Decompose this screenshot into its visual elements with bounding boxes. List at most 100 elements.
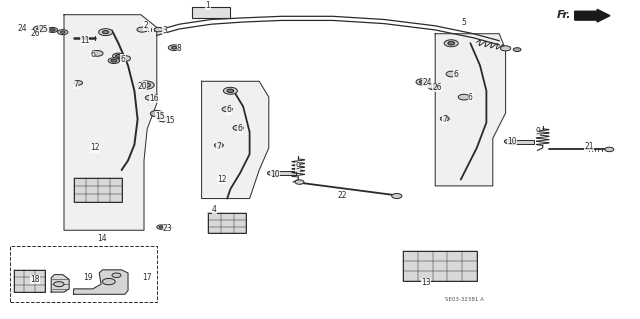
Circle shape xyxy=(33,26,46,32)
Circle shape xyxy=(58,30,68,35)
Text: SE03-32381 A: SE03-32381 A xyxy=(445,298,483,302)
Circle shape xyxy=(74,81,83,85)
Polygon shape xyxy=(74,270,128,294)
Text: 7: 7 xyxy=(442,115,447,124)
Circle shape xyxy=(513,48,521,51)
Text: 1: 1 xyxy=(205,1,211,10)
Circle shape xyxy=(392,194,402,198)
Circle shape xyxy=(605,147,614,152)
Bar xyxy=(10,246,157,301)
Circle shape xyxy=(99,29,113,36)
Circle shape xyxy=(448,42,454,45)
Circle shape xyxy=(102,278,115,285)
Circle shape xyxy=(504,139,513,144)
Text: 20: 20 xyxy=(137,82,147,91)
Circle shape xyxy=(233,125,243,130)
Circle shape xyxy=(138,81,154,89)
Circle shape xyxy=(113,53,124,59)
Text: 6: 6 xyxy=(453,70,458,79)
Text: 6: 6 xyxy=(227,105,232,114)
Circle shape xyxy=(145,95,156,100)
Circle shape xyxy=(223,87,237,94)
Circle shape xyxy=(428,84,440,90)
Text: 6: 6 xyxy=(120,55,125,63)
Text: 7: 7 xyxy=(73,80,78,89)
Polygon shape xyxy=(64,15,157,230)
Text: 12: 12 xyxy=(218,175,227,184)
Circle shape xyxy=(227,89,234,93)
Circle shape xyxy=(420,80,426,83)
Polygon shape xyxy=(435,34,506,186)
Circle shape xyxy=(157,225,166,229)
Text: 3: 3 xyxy=(162,26,167,35)
Circle shape xyxy=(154,27,163,32)
Circle shape xyxy=(50,29,55,31)
Circle shape xyxy=(440,116,449,121)
Circle shape xyxy=(227,89,234,93)
Text: 7: 7 xyxy=(216,142,221,151)
Bar xyxy=(74,178,122,202)
Circle shape xyxy=(54,282,64,287)
Text: 22: 22 xyxy=(338,191,347,200)
Circle shape xyxy=(172,46,177,49)
Text: 21: 21 xyxy=(584,142,593,151)
Text: 11: 11 xyxy=(80,36,89,45)
Bar xyxy=(272,171,296,175)
Circle shape xyxy=(141,83,150,87)
Text: 15: 15 xyxy=(164,116,175,125)
Text: 18: 18 xyxy=(31,275,40,284)
Circle shape xyxy=(36,27,42,30)
Text: 25: 25 xyxy=(38,26,49,34)
Circle shape xyxy=(137,27,147,32)
Circle shape xyxy=(446,71,458,77)
Bar xyxy=(403,251,477,281)
Circle shape xyxy=(500,46,511,51)
Polygon shape xyxy=(51,275,69,292)
Text: 15: 15 xyxy=(155,112,165,121)
Text: Fr.: Fr. xyxy=(557,10,572,20)
Text: 5: 5 xyxy=(461,18,467,27)
Circle shape xyxy=(92,50,103,56)
Circle shape xyxy=(108,58,120,63)
Circle shape xyxy=(214,143,223,147)
Text: 24: 24 xyxy=(422,78,433,87)
Polygon shape xyxy=(202,81,269,198)
Text: 6: 6 xyxy=(90,50,95,59)
Text: 26: 26 xyxy=(432,83,442,92)
Text: 2: 2 xyxy=(143,21,148,30)
Text: 9: 9 xyxy=(295,162,300,171)
Circle shape xyxy=(458,94,470,100)
Circle shape xyxy=(222,107,232,112)
Text: 4: 4 xyxy=(212,205,217,214)
Circle shape xyxy=(168,45,180,50)
Bar xyxy=(509,140,534,144)
Circle shape xyxy=(268,171,276,175)
Text: 12: 12 xyxy=(90,143,99,152)
Circle shape xyxy=(295,180,304,184)
Text: 23: 23 xyxy=(163,224,173,233)
Circle shape xyxy=(102,31,109,34)
Bar xyxy=(208,213,246,234)
Text: 16: 16 xyxy=(148,94,159,103)
Text: 13: 13 xyxy=(420,278,431,287)
Text: 17: 17 xyxy=(142,273,152,282)
Text: 14: 14 xyxy=(97,234,108,243)
FancyArrow shape xyxy=(575,9,610,22)
Bar xyxy=(192,7,230,18)
Circle shape xyxy=(159,226,163,228)
Text: 6: 6 xyxy=(468,93,473,102)
Text: 10: 10 xyxy=(270,170,280,179)
Circle shape xyxy=(112,273,121,278)
Circle shape xyxy=(444,40,458,47)
Circle shape xyxy=(119,56,131,61)
Circle shape xyxy=(158,117,168,122)
Text: 24: 24 xyxy=(17,25,28,33)
Circle shape xyxy=(150,110,163,117)
Circle shape xyxy=(47,27,58,33)
Circle shape xyxy=(416,79,429,85)
Text: 19: 19 xyxy=(83,273,93,282)
Text: 10: 10 xyxy=(507,137,517,146)
Circle shape xyxy=(115,55,122,57)
Circle shape xyxy=(431,85,437,88)
Text: 8: 8 xyxy=(177,43,182,53)
